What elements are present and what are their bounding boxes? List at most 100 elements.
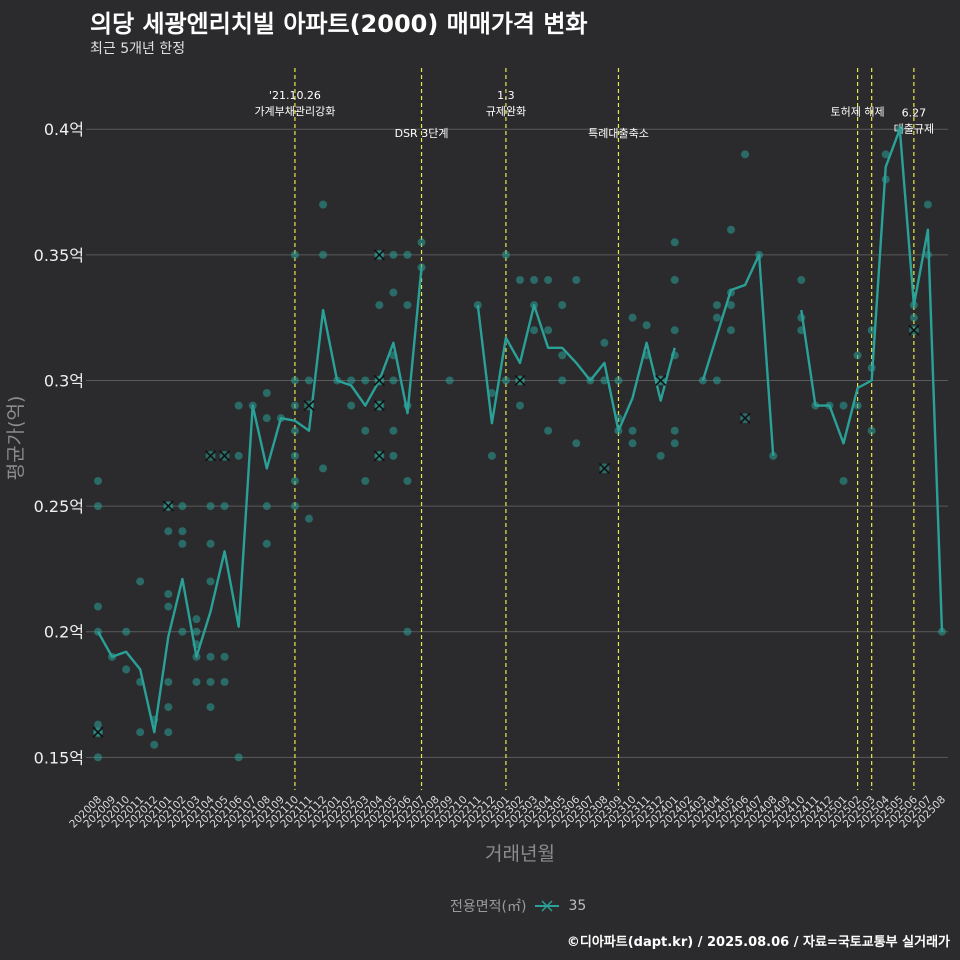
data-point xyxy=(572,439,581,448)
legend: 전용면적(㎡) 35 xyxy=(450,896,586,916)
data-point xyxy=(487,389,496,398)
data-point xyxy=(375,301,384,310)
data-point xyxy=(262,389,271,398)
data-point xyxy=(670,275,679,284)
data-point xyxy=(206,539,215,548)
data-point xyxy=(262,502,271,511)
x-mark-stroke xyxy=(373,374,385,387)
data-point xyxy=(234,451,243,460)
x-mark xyxy=(373,249,385,261)
data-point xyxy=(670,439,679,448)
y-tick-label: 0.25억 xyxy=(34,497,84,516)
event-label: '21.10.26 xyxy=(269,89,321,102)
event-label: 6.27 xyxy=(902,106,927,119)
data-point xyxy=(501,250,510,259)
x-mark-stroke xyxy=(908,324,920,336)
data-point xyxy=(881,150,890,159)
data-point xyxy=(487,451,496,460)
x-mark xyxy=(373,400,385,412)
legend-label: 35 xyxy=(568,898,587,914)
data-point xyxy=(558,351,567,360)
x-mark-stroke xyxy=(373,249,385,261)
data-point xyxy=(192,627,201,636)
data-point xyxy=(572,275,581,284)
data-point xyxy=(305,514,313,523)
event-label: 토허제 해제 xyxy=(831,105,885,119)
data-point xyxy=(727,301,735,310)
data-point xyxy=(712,313,721,322)
data-point xyxy=(389,288,398,297)
data-point xyxy=(727,326,735,335)
data-point xyxy=(319,200,328,209)
data-point xyxy=(403,250,412,259)
data-point xyxy=(290,451,299,460)
event-label: 규제완화 xyxy=(486,105,526,118)
x-mark-stroke xyxy=(204,450,217,462)
x-mark-stroke xyxy=(162,500,174,512)
data-point xyxy=(234,401,243,410)
data-point xyxy=(867,426,876,435)
y-tick-label: 0.4억 xyxy=(44,120,84,139)
data-point xyxy=(164,728,173,737)
data-point xyxy=(178,527,187,536)
data-point xyxy=(600,338,609,347)
data-point xyxy=(122,665,131,674)
data-point xyxy=(234,753,243,762)
data-point xyxy=(544,275,553,284)
x-mark xyxy=(219,450,231,462)
chart-subtitle: 최근 5개년 한정 xyxy=(90,41,186,57)
data-point xyxy=(164,602,173,611)
y-tick-label: 0.35억 xyxy=(34,246,84,265)
data-point xyxy=(628,313,637,322)
data-point xyxy=(94,476,102,485)
data-point xyxy=(839,401,848,410)
data-point xyxy=(909,313,918,322)
data-point xyxy=(206,677,215,686)
x-mark-stroke xyxy=(92,726,104,738)
x-mark xyxy=(908,324,920,336)
y-tick-label: 0.15억 xyxy=(34,748,84,767)
x-mark xyxy=(162,500,174,512)
data-point xyxy=(403,476,412,485)
data-point xyxy=(628,426,637,435)
data-point xyxy=(290,476,299,485)
data-point xyxy=(290,502,299,511)
data-point xyxy=(164,703,173,712)
data-point xyxy=(403,627,412,636)
data-point xyxy=(389,426,398,435)
data-point xyxy=(94,502,102,511)
data-point xyxy=(839,476,848,485)
data-point xyxy=(558,376,567,385)
event-label: 가계부채관리강화 xyxy=(254,105,335,118)
x-mark xyxy=(204,450,217,462)
data-point xyxy=(290,376,299,385)
data-point xyxy=(94,720,102,729)
data-point xyxy=(262,414,271,423)
legend-swatch-icon xyxy=(535,900,560,912)
x-mark xyxy=(303,400,315,412)
data-point xyxy=(206,652,215,661)
data-point xyxy=(347,376,356,385)
x-mark-stroke xyxy=(655,374,667,387)
x-mark xyxy=(92,726,104,738)
data-point xyxy=(262,539,271,548)
data-point xyxy=(361,376,370,385)
data-point xyxy=(558,301,567,310)
data-point xyxy=(656,451,665,460)
data-point xyxy=(361,476,370,485)
data-point xyxy=(614,376,623,385)
x-mark xyxy=(373,374,385,387)
x-mark-stroke xyxy=(514,374,526,387)
data-point xyxy=(741,150,750,159)
x-mark-stroke xyxy=(373,450,385,462)
data-point xyxy=(530,326,539,335)
data-point xyxy=(389,376,398,385)
x-mark-stroke xyxy=(303,400,315,412)
data-point xyxy=(290,401,299,410)
data-point xyxy=(178,502,187,511)
data-point xyxy=(220,677,229,686)
x-mark xyxy=(655,374,667,387)
data-point xyxy=(305,376,313,385)
data-point xyxy=(501,376,510,385)
data-point xyxy=(670,326,679,335)
